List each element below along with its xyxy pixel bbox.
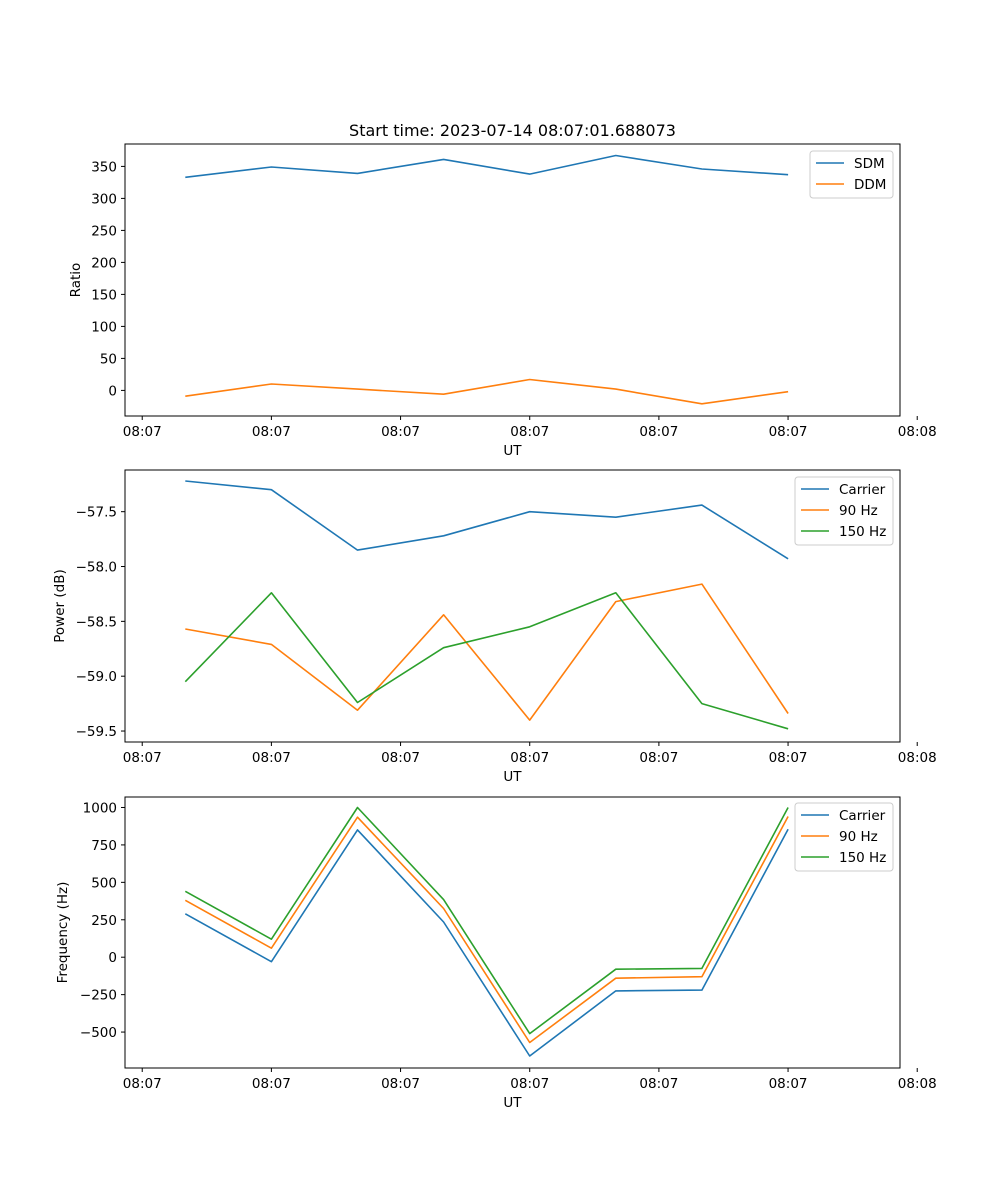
x-tick-label: 08:07 [769, 750, 808, 766]
legend-label: Carrier [839, 808, 886, 824]
series-line-150-hz [184, 806, 789, 1035]
chart-title: Start time: 2023-07-14 08:07:01.688073 [349, 121, 676, 140]
x-tick-label: 08:07 [123, 1076, 162, 1092]
y-tick-label: 200 [91, 255, 117, 271]
x-tick-label: 08:07 [510, 750, 549, 766]
plot-frame [124, 796, 901, 1069]
plot-frame [124, 469, 901, 743]
chart-panel-3: 08:07 08:07 08:07 08:07 08:07 08:07 08:08 −500 −… [55, 796, 937, 1111]
legend-label: 90 Hz [839, 829, 878, 845]
x-tick-label: 08:07 [252, 750, 291, 766]
y-axis-label: Ratio [68, 263, 84, 298]
series-line-90-hz [185, 583, 789, 721]
legend-box [794, 802, 894, 872]
y-tick-label: 350 [91, 159, 117, 175]
legend: Carrier 90 Hz 150 Hz [794, 802, 894, 872]
y-tick-label: −250 [80, 988, 117, 1004]
x-tick-label: 08:08 [898, 424, 937, 440]
y-tick-label: 250 [91, 913, 117, 929]
plot-frame [124, 143, 901, 417]
y-tick-label: −59.5 [76, 724, 117, 740]
y-tick-label: −500 [80, 1025, 117, 1041]
x-tick-label: 08:07 [252, 424, 291, 440]
x-tick-label: 08:07 [123, 424, 162, 440]
y-tick-label: 100 [91, 319, 117, 335]
legend-label: DDM [854, 177, 886, 193]
legend: SDM DDM [809, 150, 894, 199]
series-line-sdm [185, 154, 789, 179]
legend: Carrier 90 Hz 150 Hz [794, 476, 894, 546]
y-tick-label: 0 [108, 383, 117, 399]
legend-label: Carrier [839, 482, 886, 498]
y-tick-label: 300 [91, 191, 117, 207]
y-tick-label: 250 [91, 223, 117, 239]
y-axis-label: Frequency (Hz) [55, 882, 71, 984]
legend-label: SDM [854, 156, 885, 172]
y-tick-label: −58.0 [76, 560, 117, 576]
y-tick-label: 1000 [83, 800, 117, 816]
x-axis-label: UT [503, 1095, 522, 1111]
x-axis-label: UT [503, 769, 522, 785]
y-tick-label: 0 [108, 950, 117, 966]
x-tick-label: 08:07 [639, 1076, 678, 1092]
y-tick-label: −57.5 [76, 505, 117, 521]
series-line-carrier [185, 480, 789, 560]
y-axis-label: Power (dB) [52, 569, 68, 642]
chart-panel-1: 08:07 08:07 08:07 08:07 08:07 08:07 08:08 0 50 10… [68, 121, 937, 459]
x-tick-label: 08:08 [898, 750, 937, 766]
y-tick-label: 500 [91, 875, 117, 891]
x-tick-label: 08:07 [252, 1076, 291, 1092]
y-tick-label: 750 [91, 838, 117, 854]
x-tick-label: 08:07 [510, 424, 549, 440]
x-tick-label: 08:07 [123, 750, 162, 766]
series-line-90-hz [184, 816, 789, 1044]
x-tick-label: 08:07 [381, 424, 420, 440]
x-axis-label: UT [503, 443, 522, 459]
x-tick-label: 08:07 [381, 1076, 420, 1092]
series-line-carrier [184, 828, 789, 1057]
y-tick-label: 150 [91, 287, 117, 303]
y-tick-label: 50 [100, 351, 117, 367]
x-tick-label: 08:07 [769, 424, 808, 440]
chart-panel-2: 08:07 08:07 08:07 08:07 08:07 08:07 08:08 −59.5… [52, 469, 937, 785]
legend-label: 90 Hz [839, 503, 878, 519]
y-tick-label: −59.0 [76, 669, 117, 685]
x-tick-label: 08:07 [381, 750, 420, 766]
legend-box [794, 476, 894, 546]
y-tick-label: −58.5 [76, 614, 117, 630]
x-tick-label: 08:07 [510, 1076, 549, 1092]
x-tick-label: 08:07 [639, 424, 678, 440]
legend-label: 150 Hz [839, 850, 886, 866]
legend-label: 150 Hz [839, 524, 886, 540]
x-tick-label: 08:07 [639, 750, 678, 766]
x-tick-label: 08:07 [769, 1076, 808, 1092]
series-line-ddm [185, 378, 789, 405]
series-line-150-hz [184, 591, 789, 730]
x-tick-label: 08:08 [898, 1076, 937, 1092]
